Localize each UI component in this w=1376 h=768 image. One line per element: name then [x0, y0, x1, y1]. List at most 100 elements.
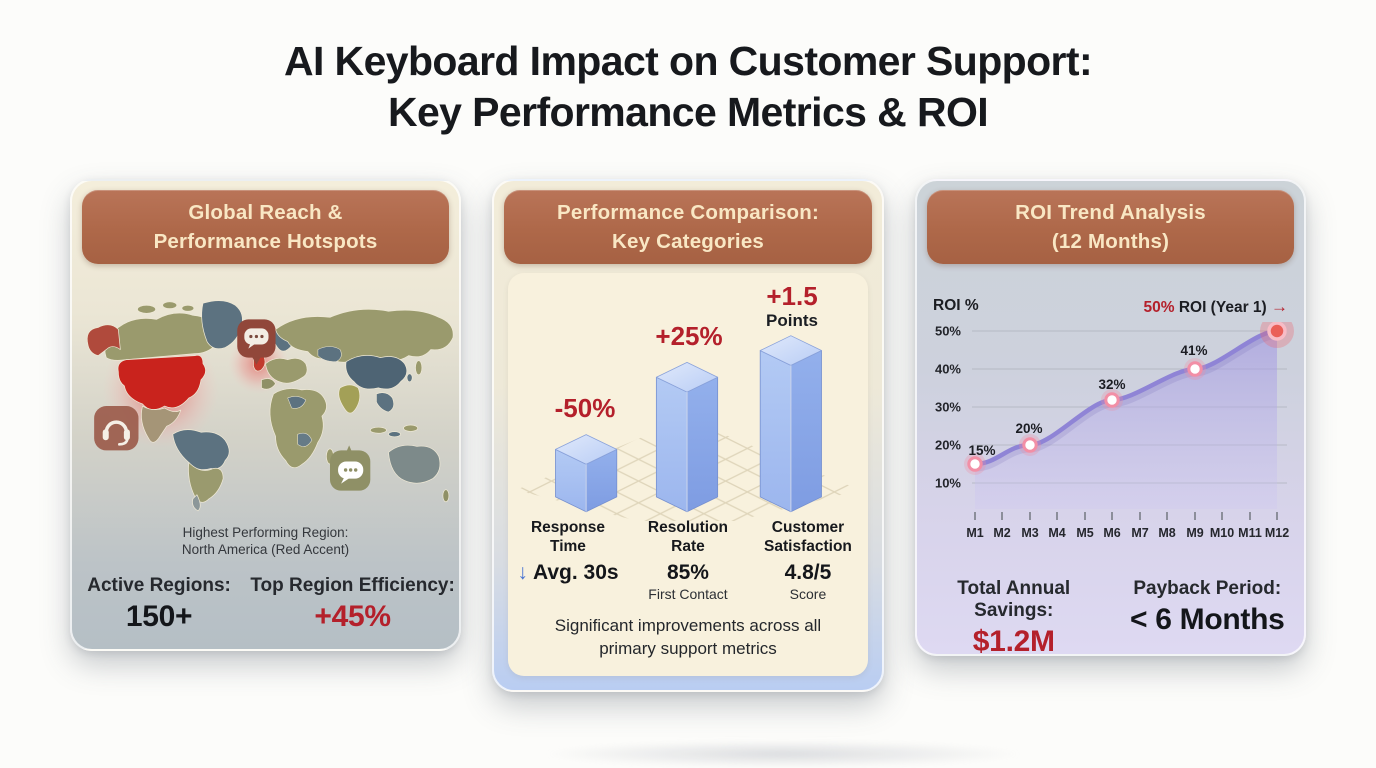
svg-text:40%: 40%	[935, 362, 961, 377]
payback-period-stat: Payback Period: < 6 Months	[1111, 578, 1305, 659]
map-africa-west	[287, 396, 307, 409]
cat2-value: 85%	[666, 560, 709, 584]
panel1-header-line1: Global Reach &	[188, 200, 343, 224]
bar-resolution-rate	[655, 361, 719, 513]
active-regions-label: Active Regions:	[87, 575, 231, 596]
map-alaska	[86, 324, 121, 356]
map-arctic-island	[181, 304, 195, 312]
delta-unit-points: Points	[766, 311, 818, 330]
svg-text:M6: M6	[1103, 526, 1120, 540]
panel2-header-line2: Key Categories	[611, 230, 765, 253]
bar-customer-satisfaction	[759, 335, 822, 513]
headset-icon	[94, 406, 139, 451]
map-mexico	[141, 405, 182, 443]
map-central-asia	[317, 346, 342, 362]
svg-text:10%: 10%	[935, 476, 961, 491]
panel-roi-header: ROI Trend Analysis (12 Months)	[927, 190, 1294, 264]
isometric-bar-chart	[515, 335, 861, 521]
delta-response-time: -50%	[554, 393, 616, 423]
top-region-efficiency-stat: Top Region Efficiency: +45%	[246, 575, 459, 634]
cat2-title-line1: Resolution	[647, 519, 729, 536]
panel3-header-line2: (12 Months)	[1051, 230, 1170, 253]
panel3-header-line1: ROI Trend Analysis	[1015, 200, 1206, 224]
panel1-stats: Active Regions: 150+ Top Region Efficien…	[72, 575, 459, 634]
map-japan	[415, 360, 423, 376]
cat1-value: Avg. 30s	[532, 560, 619, 584]
map-india	[338, 384, 361, 414]
map-russia-asia	[275, 308, 454, 363]
cat1-title-line1: Response	[530, 519, 606, 536]
map-china	[345, 355, 408, 390]
active-regions-value: 150+	[125, 600, 193, 633]
speech-bubble-pin-icon	[237, 319, 276, 365]
panel-performance-comparison: Performance Comparison: Key Categories	[492, 179, 884, 692]
point-label-m1: 15%	[968, 443, 996, 458]
point-label-m9: 41%	[1180, 343, 1208, 358]
map-south-america-south	[188, 462, 224, 503]
panel3-stats: Total Annual Savings: $1.2M Payback Peri…	[917, 578, 1304, 659]
panel-global-reach: Global Reach & Performance Hotspots	[70, 179, 461, 651]
roi-line-chart: 50% 40% 30% 20% 10%	[935, 322, 1294, 540]
data-point-markers	[964, 322, 1294, 475]
top-region-efficiency-label: Top Region Efficiency:	[250, 575, 455, 596]
panel1-header-line2: Performance Hotspots	[153, 230, 378, 253]
cat1-title-line2: Time	[550, 537, 586, 555]
map-korea	[406, 373, 413, 383]
down-arrow-icon: ↓	[517, 560, 528, 584]
svg-text:50%: 50%	[935, 324, 961, 339]
roi-area-fill	[975, 331, 1277, 509]
final-marker	[1267, 322, 1287, 341]
svg-text:M2: M2	[993, 526, 1010, 540]
roi-annotation: 50% ROI (Year 1) →	[1143, 297, 1288, 317]
roi-annotation-text: ROI (Year 1)	[1174, 299, 1271, 316]
svg-text:M5: M5	[1076, 526, 1093, 540]
svg-text:M1: M1	[966, 526, 983, 540]
map-africa-south	[297, 432, 313, 447]
world-map	[76, 289, 459, 517]
cat3-title-line1: Customer	[771, 519, 845, 536]
category-customer-satisfaction: Customer Satisfaction 4.8/5 Score	[748, 519, 868, 602]
svg-text:M4: M4	[1048, 526, 1065, 540]
total-annual-savings-value: $1.2M	[972, 625, 1055, 658]
panel-roi-trend: ROI Trend Analysis (12 Months) ROI % 50% …	[915, 179, 1306, 659]
map-caption-line1: Highest Performing Region:	[182, 525, 349, 540]
map-usa-highlight	[117, 354, 206, 410]
map-iberia	[261, 378, 276, 390]
roi-annotation-value: 50%	[1143, 299, 1175, 316]
svg-text:M11: M11	[1238, 526, 1262, 540]
svg-text:M12: M12	[1265, 526, 1289, 540]
x-axis-labels: M1 M2 M3 M4 M5 M6 M7 M8 M9 M10 M11 M12	[966, 526, 1289, 540]
panel-global-reach-header: Global Reach & Performance Hotspots	[82, 190, 449, 264]
map-africa	[269, 388, 327, 469]
svg-text:M10: M10	[1210, 526, 1234, 540]
map-australia	[388, 444, 441, 484]
x-axis-ticks	[974, 512, 1278, 520]
category-resolution-rate: Resolution Rate 85% First Contact	[628, 519, 748, 602]
map-new-guinea	[403, 424, 419, 432]
category-response-time: Response Time ↓ Avg. 30s	[508, 519, 628, 602]
svg-text:M7: M7	[1131, 526, 1148, 540]
cat3-sub: Score	[789, 585, 827, 602]
y-axis-title: ROI %	[933, 297, 979, 314]
cat2-sub: First Contact	[648, 585, 728, 602]
svg-text:M9: M9	[1186, 526, 1203, 540]
map-indonesia	[388, 431, 401, 438]
cat3-title-line2: Satisfaction	[764, 537, 852, 555]
active-regions-stat: Active Regions: 150+	[72, 575, 246, 634]
page-title-line2: Key Performance Metrics & ROI	[387, 88, 989, 135]
right-arrow-icon: →	[1271, 297, 1288, 316]
map-greenland	[201, 300, 243, 350]
chat-dots-icon	[329, 445, 371, 491]
cat3-value: 4.8/5	[784, 560, 832, 584]
delta-customer-satisfaction: +1.5	[766, 281, 818, 311]
page-title-line1: AI Keyboard Impact on Customer Support:	[283, 38, 1093, 84]
payback-period-value: < 6 Months	[1129, 603, 1285, 636]
panel2-caption-line2: primary support metrics	[599, 638, 777, 658]
panel2-header-line1: Performance Comparison:	[556, 200, 820, 224]
map-new-zealand	[442, 489, 450, 503]
cat2-title-line2: Rate	[671, 537, 705, 555]
panel-performance-header: Performance Comparison: Key Categories	[504, 190, 872, 264]
svg-text:30%: 30%	[935, 400, 961, 415]
total-annual-savings-label: Total Annual Savings:	[957, 578, 1071, 621]
